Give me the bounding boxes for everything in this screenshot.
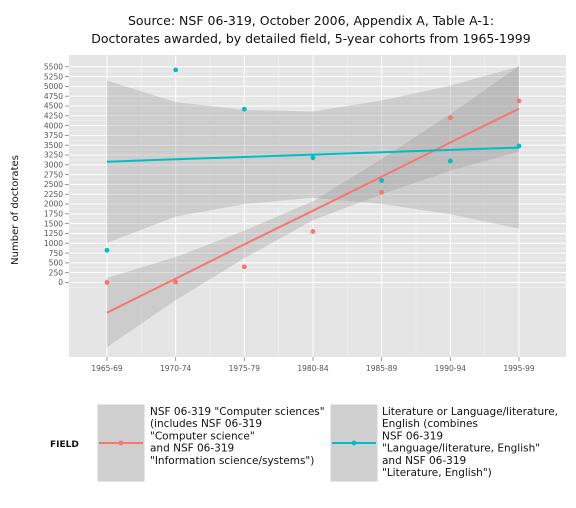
legend-label-series-1: and NSF 06-319 (150, 443, 234, 455)
legend-label-series-1: "Computer science" (150, 430, 255, 442)
y-tick-label: 3000 (44, 161, 63, 170)
y-tick-label: 0 (58, 278, 63, 287)
chart-title-line-1: Source: NSF 06-319, October 2006, Append… (128, 13, 494, 28)
data-point-series-1 (242, 264, 247, 269)
data-point-series-1 (379, 190, 384, 195)
data-point-series-2 (379, 178, 384, 183)
x-tick-label: 1980-84 (297, 364, 329, 373)
legend-label-series-2: "Literature, English") (382, 467, 492, 479)
y-tick-label: 500 (49, 259, 64, 268)
y-tick-label: 1000 (44, 239, 63, 248)
y-tick-label: 750 (49, 249, 64, 258)
y-tick-label: 4250 (44, 111, 63, 120)
legend-label-series-2: English (combines (382, 418, 478, 430)
data-point-series-1 (311, 229, 316, 234)
y-axis-title: Number of doctorates (10, 155, 21, 265)
data-point-series-2 (173, 68, 178, 73)
legend-label-series-1: (includes NSF 06-319 (150, 418, 262, 430)
x-tick-label: 1985-89 (366, 364, 398, 373)
legend-label-series-2: NSF 06-319 (382, 430, 443, 442)
legend-label-series-2: Literature or Language/literature, (382, 406, 558, 418)
x-tick-label: 1975-79 (229, 364, 261, 373)
x-tick-label: 1965-69 (91, 364, 123, 373)
y-tick-label: 1750 (44, 210, 63, 219)
y-tick-label: 5500 (44, 62, 63, 71)
legend-key-point-2 (352, 441, 357, 446)
x-tick-label: 1970-74 (160, 364, 192, 373)
data-point-series-2 (105, 248, 110, 253)
plot-panel (69, 55, 566, 357)
legend-label-series-1: "Information science/systems") (150, 455, 314, 467)
data-point-series-2 (311, 155, 316, 160)
legend-key-point-1 (119, 441, 124, 446)
x-tick-label: 1990-94 (435, 364, 467, 373)
data-point-series-1 (105, 280, 110, 285)
y-tick-label: 4750 (44, 92, 63, 101)
y-tick-label: 250 (49, 268, 64, 277)
data-point-series-1 (517, 98, 522, 103)
y-tick-label: 5000 (44, 82, 63, 91)
legend-title: FIELD (50, 440, 79, 450)
data-point-series-2 (242, 107, 247, 112)
y-tick-label: 3500 (44, 141, 63, 150)
y-tick-label: 3750 (44, 131, 63, 140)
chart-title-line-2: Doctorates awarded, by detailed field, 5… (91, 31, 530, 46)
y-tick-label: 2000 (44, 200, 63, 209)
y-tick-label: 1500 (44, 219, 63, 228)
y-tick-label: 4000 (44, 121, 63, 130)
legend-label-series-2: "Language/literature, English" (382, 443, 540, 455)
legend-label-series-1: NSF 06-319 "Computer sciences" (150, 406, 325, 418)
data-point-series-2 (517, 144, 522, 149)
y-tick-label: 5250 (44, 72, 63, 81)
y-tick-label: 4500 (44, 102, 63, 111)
legend-label-series-2: and NSF 06-319 (382, 455, 466, 467)
data-point-series-1 (173, 280, 178, 285)
y-tick-label: 2250 (44, 190, 63, 199)
y-tick-label: 3250 (44, 151, 63, 160)
y-tick-label: 1250 (44, 229, 63, 238)
y-tick-label: 2750 (44, 170, 63, 179)
data-point-series-2 (448, 158, 453, 163)
x-tick-label: 1995-99 (503, 364, 535, 373)
y-tick-label: 2500 (44, 180, 63, 189)
data-point-series-1 (448, 115, 453, 120)
